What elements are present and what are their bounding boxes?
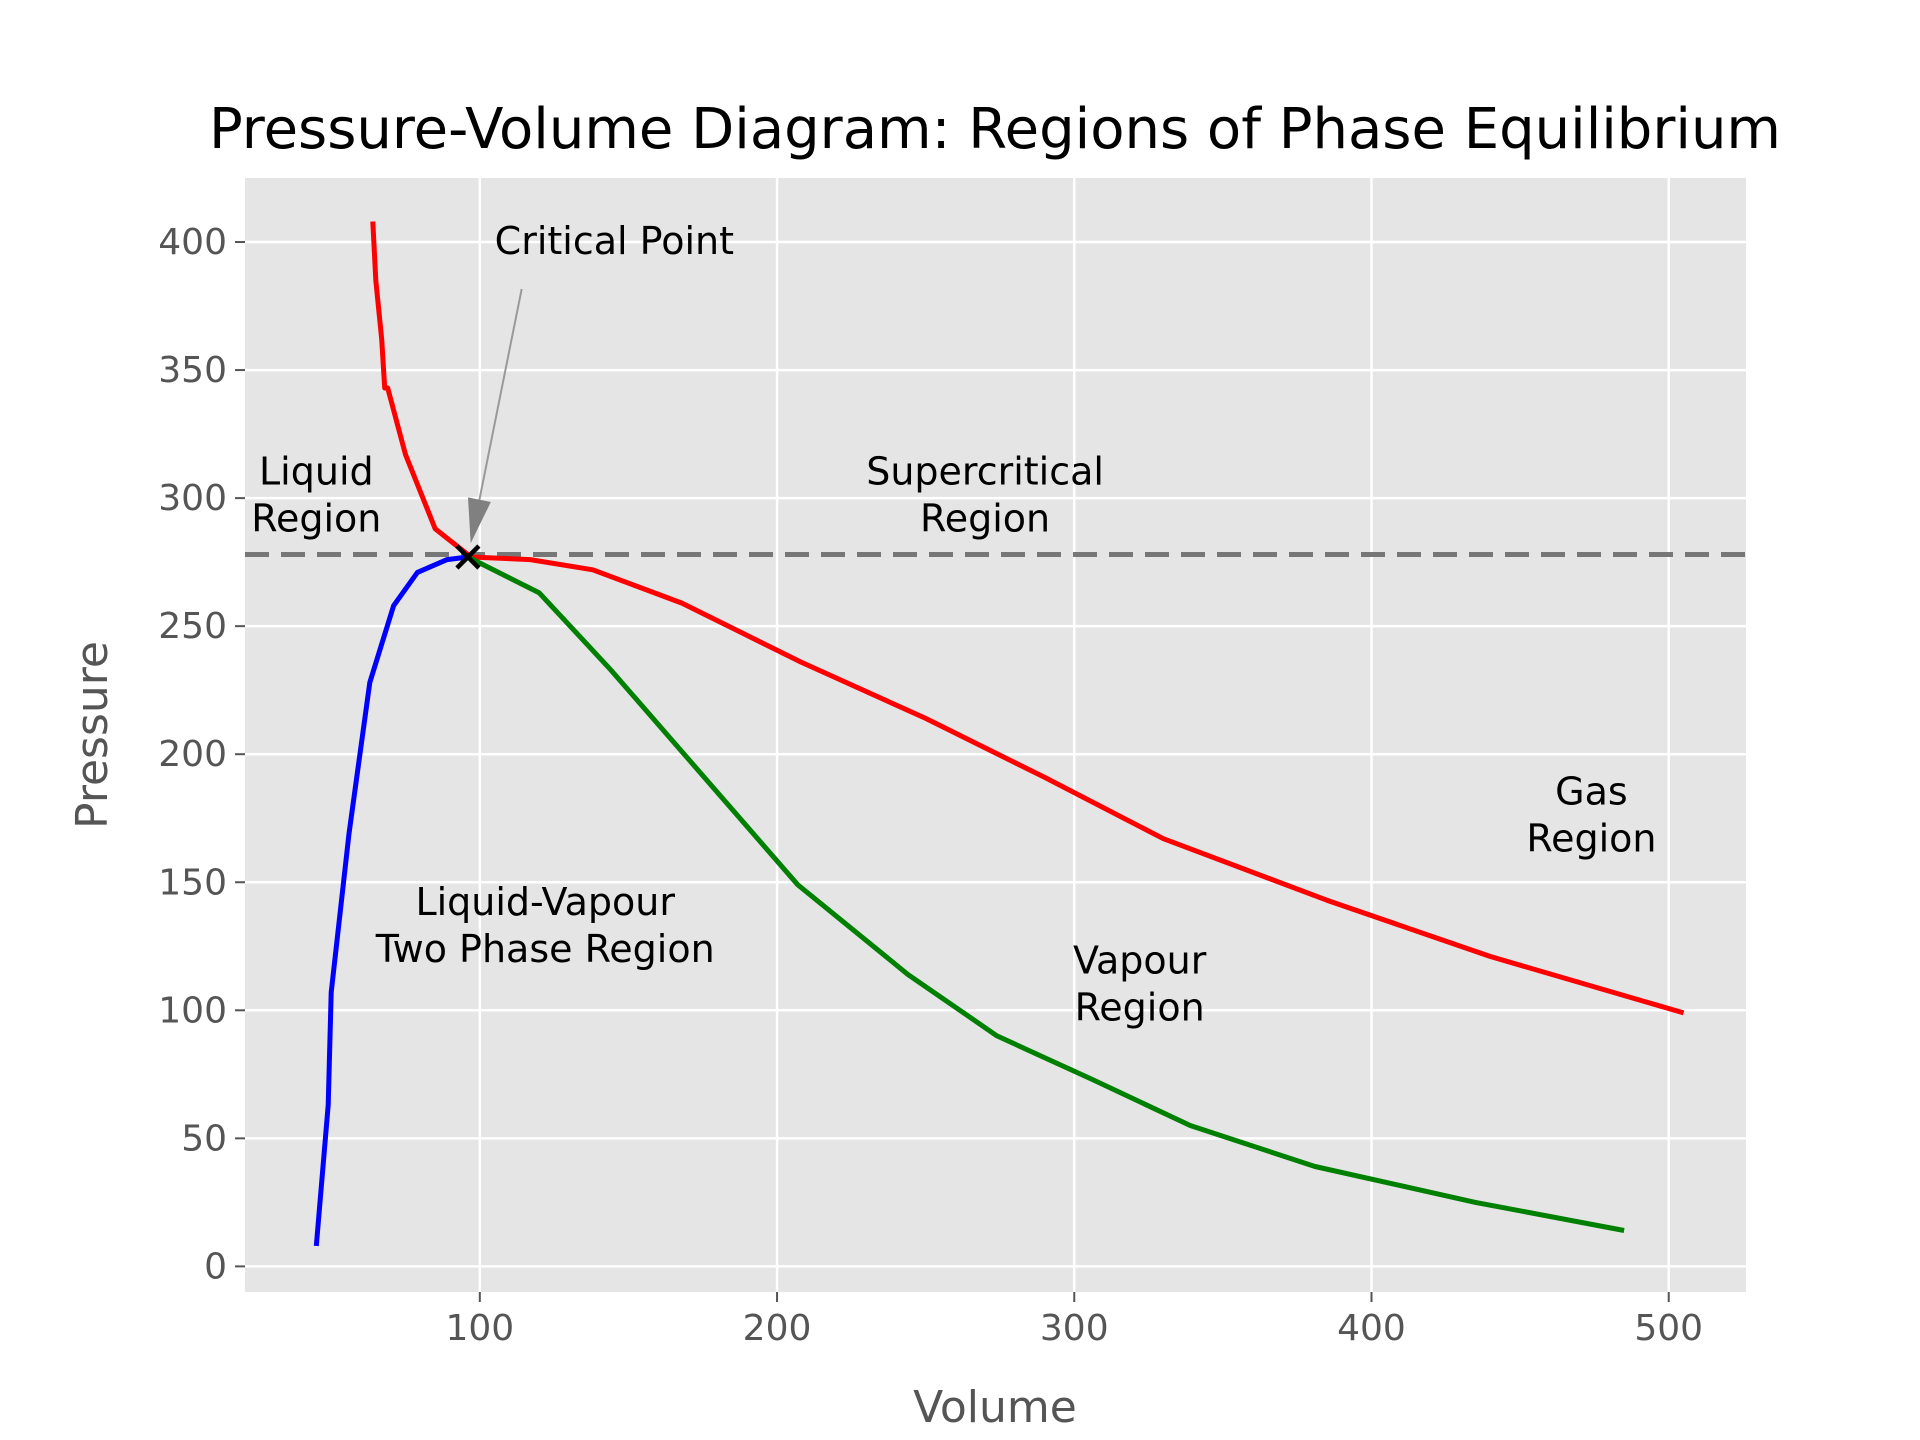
series-line-1 [370,221,1685,1016]
y-tick-label: 300 [158,478,227,519]
plot-area [245,178,1746,1292]
y-tick-label: 200 [158,734,227,775]
x-tick-label: 300 [1040,1308,1109,1349]
region-label: Vapour Region [1073,939,1207,1030]
region-label: Gas Region [1526,770,1656,861]
x-axis-label: Volume [913,1382,1077,1433]
y-tick-label: 50 [181,1118,227,1159]
x-tick-label: 100 [445,1308,514,1349]
critical-point-arrow-head [468,497,491,544]
chart-title: Pressure-Volume Diagram: Regions of Phas… [209,97,1781,162]
region-label: Liquid Region [251,450,381,541]
critical-point-label: Critical Point [495,219,734,263]
x-tick-label: 200 [743,1308,812,1349]
y-axis-label: Pressure [67,641,118,829]
y-tick-label: 0 [204,1246,227,1287]
tick-layer: 100 200 300 400 500 0 50 100 150 200 250 300 350 400 [158,222,1703,1349]
x-tick-label: 500 [1634,1308,1703,1349]
region-label: Liquid-Vapour Two Phase Region [375,880,715,971]
series-line-3 [466,554,1625,1233]
y-tick-label: 250 [158,606,227,647]
y-tick-label: 100 [158,990,227,1031]
y-tick-label: 350 [158,350,227,391]
critical-point-marker [455,544,481,570]
region-label: Supercritical Region [866,450,1104,541]
x-tick-label: 400 [1337,1308,1406,1349]
y-tick-label: 400 [158,222,227,263]
annotation-layer: Critical Point Liquid Region Supercritical R… [251,219,1656,1030]
critical-point-arrow-shaft [478,288,523,501]
series-layer [313,221,1685,1247]
y-tick-label: 150 [158,862,227,903]
series-line-2 [313,554,469,1247]
